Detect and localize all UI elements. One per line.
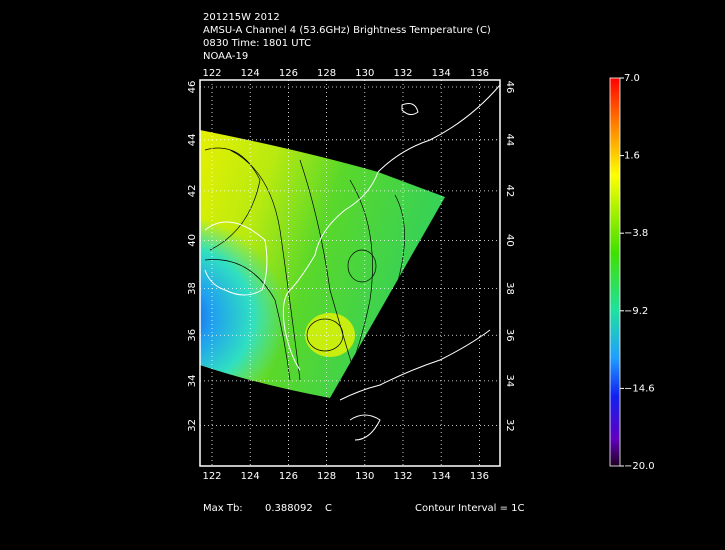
lon-label: 132: [393, 68, 412, 79]
header: 201215W 2012 AMSU-A Channel 4 (53.6GHz) …: [203, 12, 491, 62]
lon-label: 128: [317, 471, 336, 482]
header-line: AMSU-A Channel 4 (53.6GHz) Brightness Te…: [203, 25, 491, 36]
lon-label: 136: [470, 471, 489, 482]
colorbar-label: 1.6: [624, 151, 640, 162]
lat-label: 32: [504, 419, 515, 432]
lat-label: 36: [187, 329, 198, 342]
lon-label: 136: [470, 68, 489, 79]
colorbar-label: −3.8: [624, 228, 648, 239]
colorbar: [609, 77, 621, 467]
coastline: [204, 221, 268, 296]
lat-label: 32: [187, 419, 198, 432]
cold-region: [200, 215, 325, 385]
lat-label: 46: [187, 81, 198, 94]
lat-label: 42: [504, 185, 515, 198]
footer: Max Tb: 0.388092 C Contour Interval = 1C: [203, 503, 525, 514]
lon-label: 130: [355, 68, 374, 79]
lat-label: 34: [187, 374, 198, 387]
max-label: Max Tb:: [203, 503, 243, 514]
coastline: [282, 171, 379, 371]
lat-label: 38: [504, 282, 515, 295]
lat-label: 42: [187, 185, 198, 198]
lat-label: 44: [504, 133, 515, 146]
lat-label: 46: [504, 81, 515, 94]
coastline: [377, 84, 501, 173]
lat-label: 40: [504, 234, 515, 247]
map-frame: [199, 79, 501, 467]
header-line: NOAA-19: [203, 51, 248, 62]
lon-label: 124: [241, 68, 260, 79]
colorbar-label: −14.6: [624, 383, 655, 394]
contour: [306, 318, 344, 352]
warm-region: [305, 313, 355, 357]
header-line: 0830 Time: 1801 UTC: [203, 38, 311, 49]
coastlines: [204, 84, 501, 441]
lon-label: 124: [241, 471, 260, 482]
lon-label: 134: [432, 68, 451, 79]
lat-label: 40: [187, 234, 198, 247]
axes: 122 122 124 124 126 126 128 128 130 130 132 132 134 1…: [187, 68, 515, 482]
max-value: 0.388092: [265, 503, 313, 514]
header-line: 201215W 2012: [203, 12, 280, 23]
lon-label: 130: [355, 471, 374, 482]
contour: [204, 259, 291, 381]
contour: [204, 147, 261, 251]
contour: [347, 249, 377, 283]
colorbar-label: 7.0: [624, 73, 640, 84]
lon-label: 126: [279, 471, 298, 482]
coastline: [339, 329, 491, 441]
lon-label: 122: [202, 471, 221, 482]
lon-label: 122: [202, 68, 221, 79]
contour: [229, 149, 301, 381]
lon-label: 132: [393, 471, 412, 482]
colorbar-ticks: 7.0 1.6 −3.8 −9.2 −14.6 −20.0: [620, 73, 655, 472]
colorbar-label: −9.2: [624, 306, 648, 317]
lat-label: 44: [187, 133, 198, 146]
island: [401, 103, 419, 116]
lon-label: 126: [279, 68, 298, 79]
lat-label: 36: [504, 329, 515, 342]
colorbar-label: −20.0: [624, 461, 655, 472]
lon-label: 134: [432, 471, 451, 482]
contour-interval: Contour Interval = 1C: [415, 503, 525, 514]
lat-label: 38: [187, 282, 198, 295]
lat-label: 34: [504, 374, 515, 387]
max-unit: C: [325, 503, 332, 514]
lon-label: 128: [317, 68, 336, 79]
